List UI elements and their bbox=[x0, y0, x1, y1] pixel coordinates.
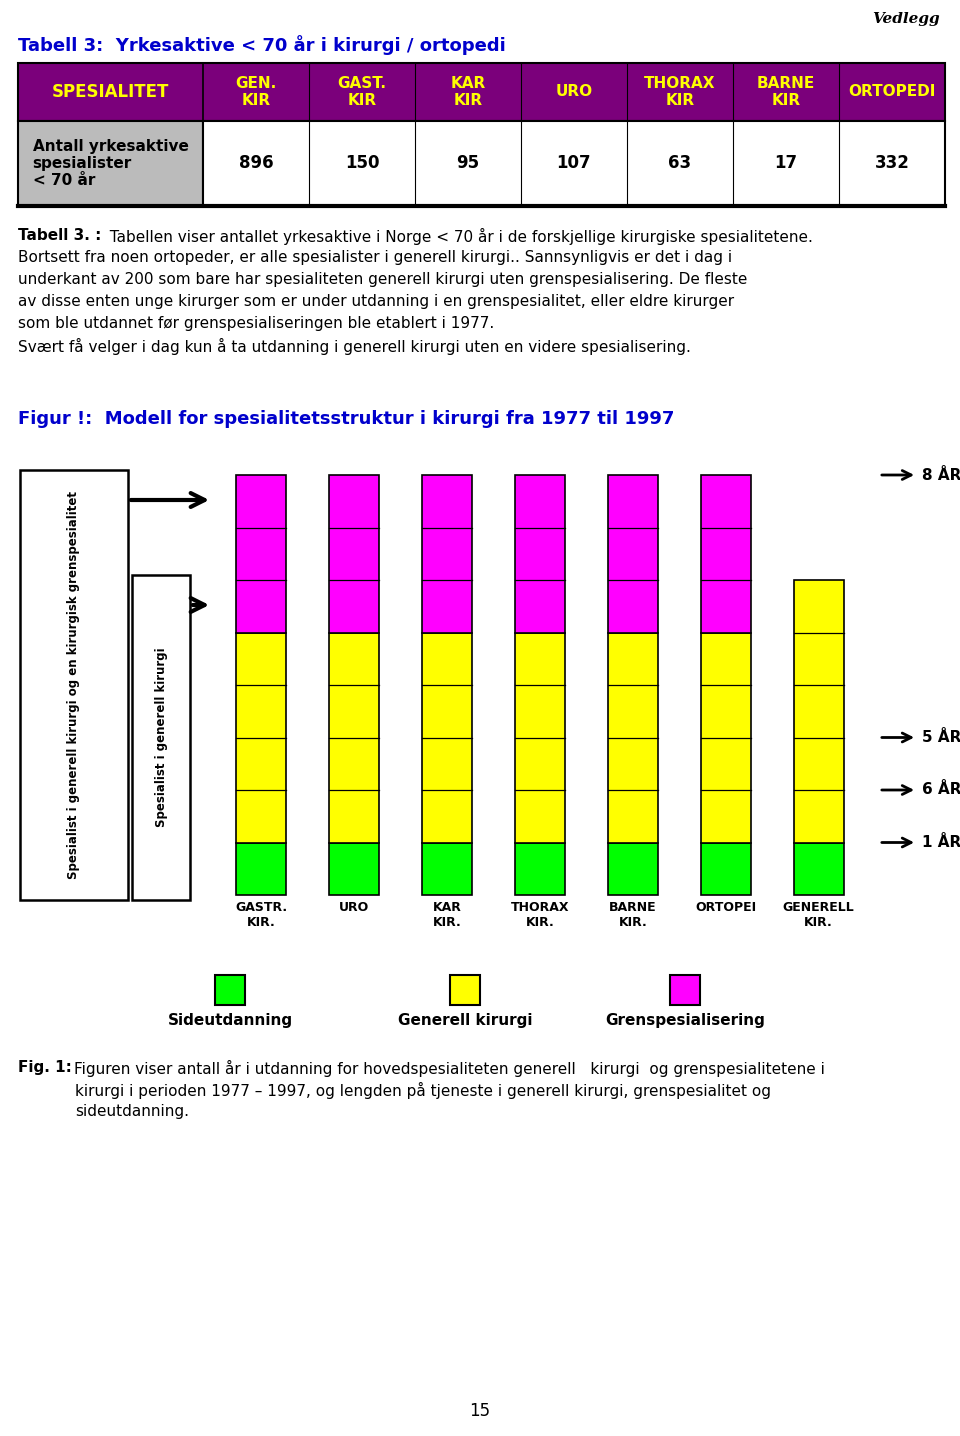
Bar bbox=[18, 121, 203, 205]
Bar bbox=[794, 843, 844, 895]
Bar bbox=[422, 632, 472, 843]
Bar bbox=[422, 843, 472, 895]
Bar bbox=[422, 475, 472, 632]
Text: THORAX
KIR: THORAX KIR bbox=[644, 76, 716, 108]
Bar bbox=[515, 843, 565, 895]
Text: Bortsett fra noen ortopeder, er alle spesialister i generell kirurgi.. Sannsynli: Bortsett fra noen ortopeder, er alle spe… bbox=[18, 250, 732, 266]
Text: 63: 63 bbox=[668, 155, 691, 172]
Text: BARNE
KIR.: BARNE KIR. bbox=[609, 900, 657, 929]
Text: Spesialist i generell kirurgi og en kirurgisk grenspesialitet: Spesialist i generell kirurgi og en kiru… bbox=[67, 491, 81, 879]
Text: Svært få velger i dag kun å ta utdanning i generell kirurgi uten en videre spesi: Svært få velger i dag kun å ta utdanning… bbox=[18, 337, 691, 355]
Text: ORTOPEDI: ORTOPEDI bbox=[849, 85, 936, 99]
Bar bbox=[450, 975, 480, 1005]
Text: som ble utdannet før grenspesialiseringen ble etablert i 1977.: som ble utdannet før grenspesialiseringe… bbox=[18, 316, 494, 332]
Bar bbox=[132, 574, 190, 900]
Text: Figuren viser antall år i utdanning for hovedspesialiteten generell   kirurgi  o: Figuren viser antall år i utdanning for … bbox=[74, 1060, 825, 1077]
Bar bbox=[236, 843, 286, 895]
Bar bbox=[236, 632, 286, 843]
Text: GEN.
KIR: GEN. KIR bbox=[235, 76, 276, 108]
Bar bbox=[794, 580, 844, 843]
Bar bbox=[236, 475, 286, 632]
Text: 17: 17 bbox=[775, 155, 798, 172]
Text: av disse enten unge kirurger som er under utdanning i en grenspesialitet, eller : av disse enten unge kirurger som er unde… bbox=[18, 294, 734, 309]
Text: THORAX
KIR.: THORAX KIR. bbox=[511, 900, 569, 929]
Text: 1 ÅR: 1 ÅR bbox=[922, 834, 960, 850]
Bar bbox=[329, 475, 379, 632]
Text: KAR
KIR: KAR KIR bbox=[450, 76, 486, 108]
Text: Grenspesialisering: Grenspesialisering bbox=[605, 1012, 765, 1028]
Text: underkant av 200 som bare har spesialiteten generell kirurgi uten grenspesialise: underkant av 200 som bare har spesialite… bbox=[18, 271, 748, 287]
Bar bbox=[670, 975, 700, 1005]
Text: 95: 95 bbox=[456, 155, 480, 172]
Text: URO: URO bbox=[556, 85, 592, 99]
Bar bbox=[608, 632, 658, 843]
Text: Fig. 1:: Fig. 1: bbox=[18, 1060, 72, 1076]
Bar bbox=[608, 475, 658, 632]
Text: GENERELL
KIR.: GENERELL KIR. bbox=[782, 900, 854, 929]
Text: Antall yrkesaktive
spesialister
< 70 år: Antall yrkesaktive spesialister < 70 år bbox=[33, 139, 188, 188]
Text: 332: 332 bbox=[875, 155, 909, 172]
Text: Vedlegg: Vedlegg bbox=[873, 11, 940, 26]
Bar bbox=[18, 63, 945, 121]
Text: Generell kirurgi: Generell kirurgi bbox=[397, 1012, 532, 1028]
Bar bbox=[215, 975, 245, 1005]
Text: ORTOPEI: ORTOPEI bbox=[695, 900, 756, 913]
Text: URO: URO bbox=[339, 900, 370, 913]
Text: GASTR.
KIR.: GASTR. KIR. bbox=[235, 900, 287, 929]
Bar bbox=[329, 843, 379, 895]
Text: kirurgi i perioden 1977 – 1997, og lengden på tjeneste i generell kirurgi, grens: kirurgi i perioden 1977 – 1997, og lengd… bbox=[75, 1081, 771, 1099]
Text: Figur !:  Modell for spesialitetsstruktur i kirurgi fra 1977 til 1997: Figur !: Modell for spesialitetsstruktur… bbox=[18, 411, 674, 428]
Bar bbox=[701, 632, 751, 843]
Bar bbox=[608, 843, 658, 895]
Bar bbox=[20, 470, 128, 900]
Text: Spesialist i generell kirurgi: Spesialist i generell kirurgi bbox=[155, 648, 167, 827]
Text: 107: 107 bbox=[557, 155, 591, 172]
Bar bbox=[203, 121, 945, 205]
Bar bbox=[329, 632, 379, 843]
Text: Sideutdanning: Sideutdanning bbox=[167, 1012, 293, 1028]
Text: 150: 150 bbox=[345, 155, 379, 172]
Text: SPESIALITET: SPESIALITET bbox=[52, 83, 169, 101]
Bar bbox=[701, 843, 751, 895]
Text: BARNE
KIR: BARNE KIR bbox=[756, 76, 815, 108]
Text: KAR
KIR.: KAR KIR. bbox=[433, 900, 462, 929]
Bar bbox=[701, 475, 751, 632]
Text: 5 ÅR: 5 ÅR bbox=[922, 729, 960, 745]
Text: 15: 15 bbox=[469, 1402, 491, 1420]
Text: Tabell 3. :: Tabell 3. : bbox=[18, 228, 102, 243]
Text: 896: 896 bbox=[239, 155, 274, 172]
Bar bbox=[515, 475, 565, 632]
Bar bbox=[515, 632, 565, 843]
Text: GAST.
KIR: GAST. KIR bbox=[338, 76, 387, 108]
Text: 6 ÅR: 6 ÅR bbox=[922, 783, 960, 797]
Text: Tabell 3:  Yrkesaktive < 70 år i kirurgi / ortopedi: Tabell 3: Yrkesaktive < 70 år i kirurgi … bbox=[18, 34, 506, 55]
Text: Tabellen viser antallet yrkesaktive i Norge < 70 år i de forskjellige kirurgiske: Tabellen viser antallet yrkesaktive i No… bbox=[100, 228, 813, 246]
Text: 8 ÅR: 8 ÅR bbox=[922, 468, 960, 482]
Text: sideutdanning.: sideutdanning. bbox=[75, 1104, 189, 1119]
